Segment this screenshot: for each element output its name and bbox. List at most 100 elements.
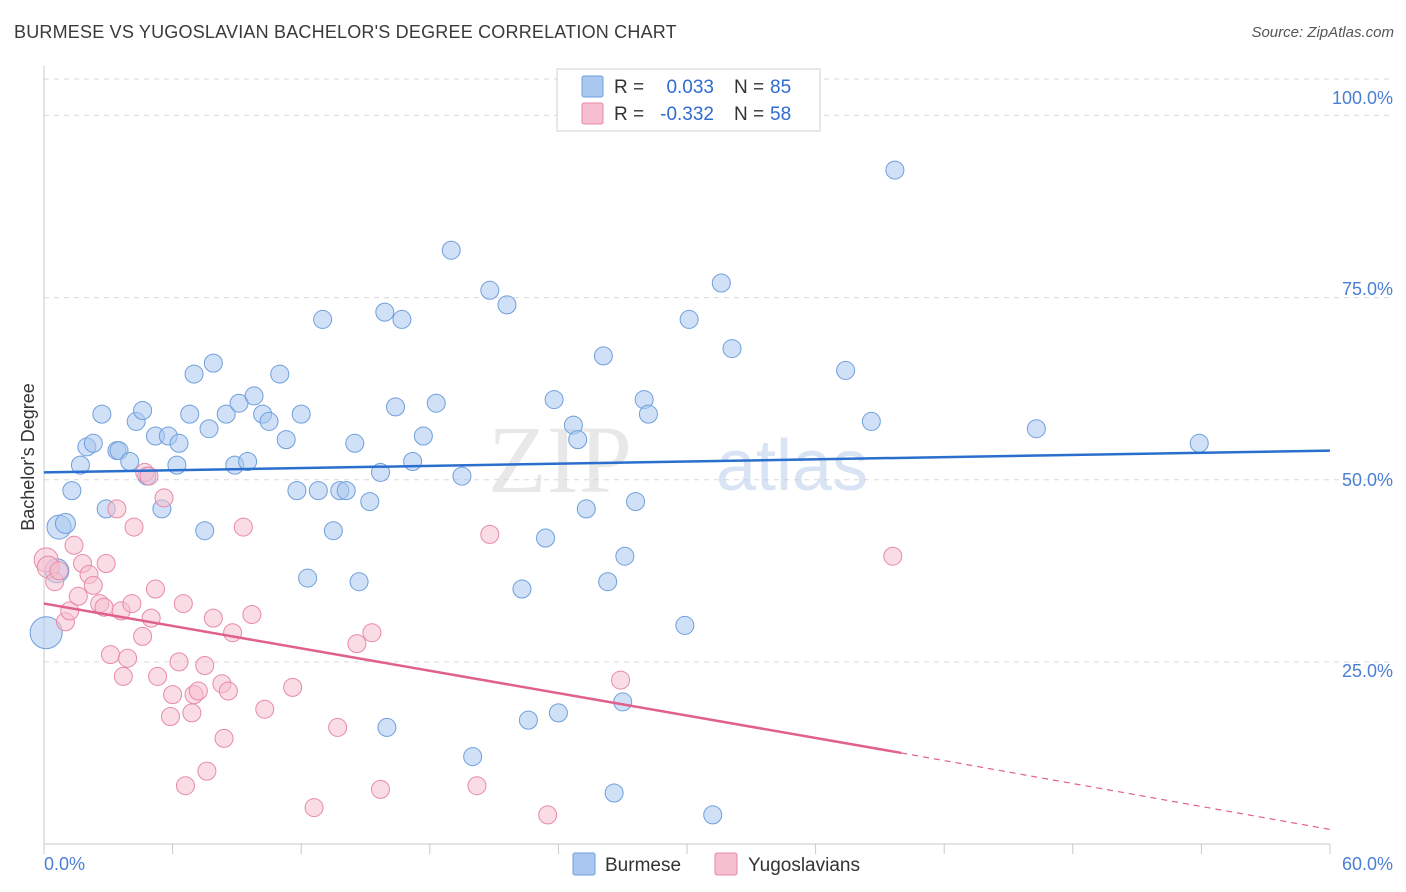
point-burmese-36	[291, 404, 311, 424]
point-burmese-37	[298, 568, 318, 588]
gridlines	[44, 78, 1394, 663]
bottom-legend-label-yugoslavians: Yugoslavians	[748, 855, 860, 876]
point-yugoslavians-20	[124, 517, 144, 537]
point-yugoslavians-56	[883, 546, 903, 566]
point-yugoslavians-44	[242, 605, 262, 624]
point-burmese-78	[711, 273, 731, 293]
point-burmese-0	[29, 616, 63, 650]
y-tick-label-25: 25.0%	[1342, 661, 1393, 681]
bottom-legend: Burmese Yugoslavians	[572, 852, 860, 876]
point-burmese-59	[512, 579, 532, 599]
point-burmese-5	[70, 455, 90, 475]
point-burmese-66	[576, 499, 596, 519]
point-burmese-12	[120, 452, 140, 471]
chart-source: Source: ZipAtlas.com	[1251, 24, 1394, 41]
point-yugoslavians-13	[96, 554, 116, 573]
watermark-zip: ZIP	[488, 406, 632, 513]
point-burmese-33	[270, 364, 290, 384]
point-burmese-53	[426, 393, 446, 413]
legend-swatch-burmese	[581, 75, 604, 98]
point-burmese-29	[238, 452, 258, 471]
point-burmese-65	[568, 430, 588, 450]
point-burmese-40	[323, 521, 343, 541]
point-burmese-42	[336, 481, 356, 501]
legend-n-label-yugoslavians: N =	[734, 104, 764, 125]
y-tick-label-50: 50.0%	[1342, 470, 1393, 490]
bottom-legend-swatch-yugoslavians	[714, 852, 738, 876]
legend-swatch-yugoslavians	[581, 102, 604, 125]
point-yugoslavians-45	[255, 699, 275, 719]
bottom-legend-label-burmese: Burmese	[605, 855, 681, 876]
y-tick-label-75: 75.0%	[1342, 279, 1393, 299]
point-yugoslavians-37	[197, 761, 217, 781]
point-burmese-30	[244, 386, 264, 406]
point-burmese-45	[360, 492, 380, 512]
point-yugoslavians-25	[145, 579, 165, 599]
point-yugoslavians-15	[107, 499, 127, 519]
point-burmese-7	[83, 433, 103, 453]
point-burmese-24	[199, 419, 219, 439]
point-burmese-83	[1026, 419, 1046, 439]
point-burmese-8	[92, 404, 112, 424]
point-burmese-32	[259, 411, 279, 431]
legend-n-value-yugoslavians: 58	[770, 104, 791, 125]
point-burmese-60	[518, 710, 538, 730]
point-burmese-20	[169, 433, 189, 453]
point-yugoslavians-14	[100, 645, 120, 665]
watermark-atlas: atlas	[716, 426, 868, 506]
point-yugoslavians-33	[182, 703, 202, 723]
watermark: ZIP atlas	[488, 406, 868, 513]
point-burmese-82	[885, 160, 905, 180]
point-burmese-25	[203, 353, 223, 373]
point-yugoslavians-28	[160, 707, 180, 726]
point-burmese-51	[403, 452, 423, 471]
point-burmese-68	[598, 572, 618, 592]
point-burmese-62	[544, 390, 564, 410]
point-burmese-3	[54, 512, 76, 534]
point-burmese-74	[638, 404, 658, 424]
point-burmese-67	[593, 346, 613, 366]
point-yugoslavians-18	[118, 648, 138, 668]
trend-line-burmese	[43, 449, 1331, 474]
point-burmese-35	[287, 481, 307, 501]
point-burmese-80	[836, 360, 856, 380]
point-burmese-70	[613, 692, 633, 712]
legend-r-value-burmese: 0.033	[666, 77, 714, 98]
point-burmese-44	[349, 572, 369, 592]
legend: R = 0.033 N = 85 R = -0.332 N = 58	[556, 68, 821, 132]
point-burmese-54	[441, 240, 461, 260]
point-burmese-52	[413, 426, 433, 446]
trend-line-extension-yugoslavians	[901, 752, 1331, 831]
point-burmese-71	[615, 546, 635, 566]
axes	[43, 66, 1331, 854]
point-burmese-26	[216, 404, 236, 424]
point-burmese-39	[313, 309, 333, 329]
point-burmese-84	[1189, 433, 1209, 453]
legend-r-label-burmese: R =	[614, 77, 644, 98]
legend-n-label-burmese: N =	[734, 77, 764, 98]
point-burmese-79	[722, 339, 742, 359]
point-yugoslavians-17	[113, 666, 133, 686]
point-burmese-38	[308, 481, 328, 501]
point-burmese-77	[703, 805, 723, 825]
point-burmese-47	[375, 302, 395, 322]
x-tick-label-min: 0.0%	[44, 854, 85, 874]
legend-r-value-yugoslavians: -0.332	[660, 104, 714, 125]
point-burmese-81	[861, 411, 881, 431]
point-yugoslavians-10	[83, 575, 103, 595]
point-yugoslavians-53	[480, 524, 500, 544]
point-yugoslavians-29	[163, 685, 183, 705]
trend-lines	[43, 449, 1331, 831]
point-yugoslavians-35	[188, 681, 208, 701]
point-burmese-72	[626, 492, 646, 512]
chart-title: BURMESE VS YUGOSLAVIAN BACHELOR'S DEGREE…	[14, 22, 677, 42]
point-yugoslavians-49	[347, 634, 367, 654]
point-burmese-57	[480, 280, 500, 300]
point-burmese-61	[536, 528, 556, 548]
point-yugoslavians-43	[233, 517, 253, 537]
point-burmese-49	[386, 397, 406, 417]
point-burmese-4	[62, 481, 82, 501]
point-burmese-55	[452, 466, 472, 486]
point-yugoslavians-42	[223, 623, 243, 643]
point-yugoslavians-30	[169, 652, 189, 672]
